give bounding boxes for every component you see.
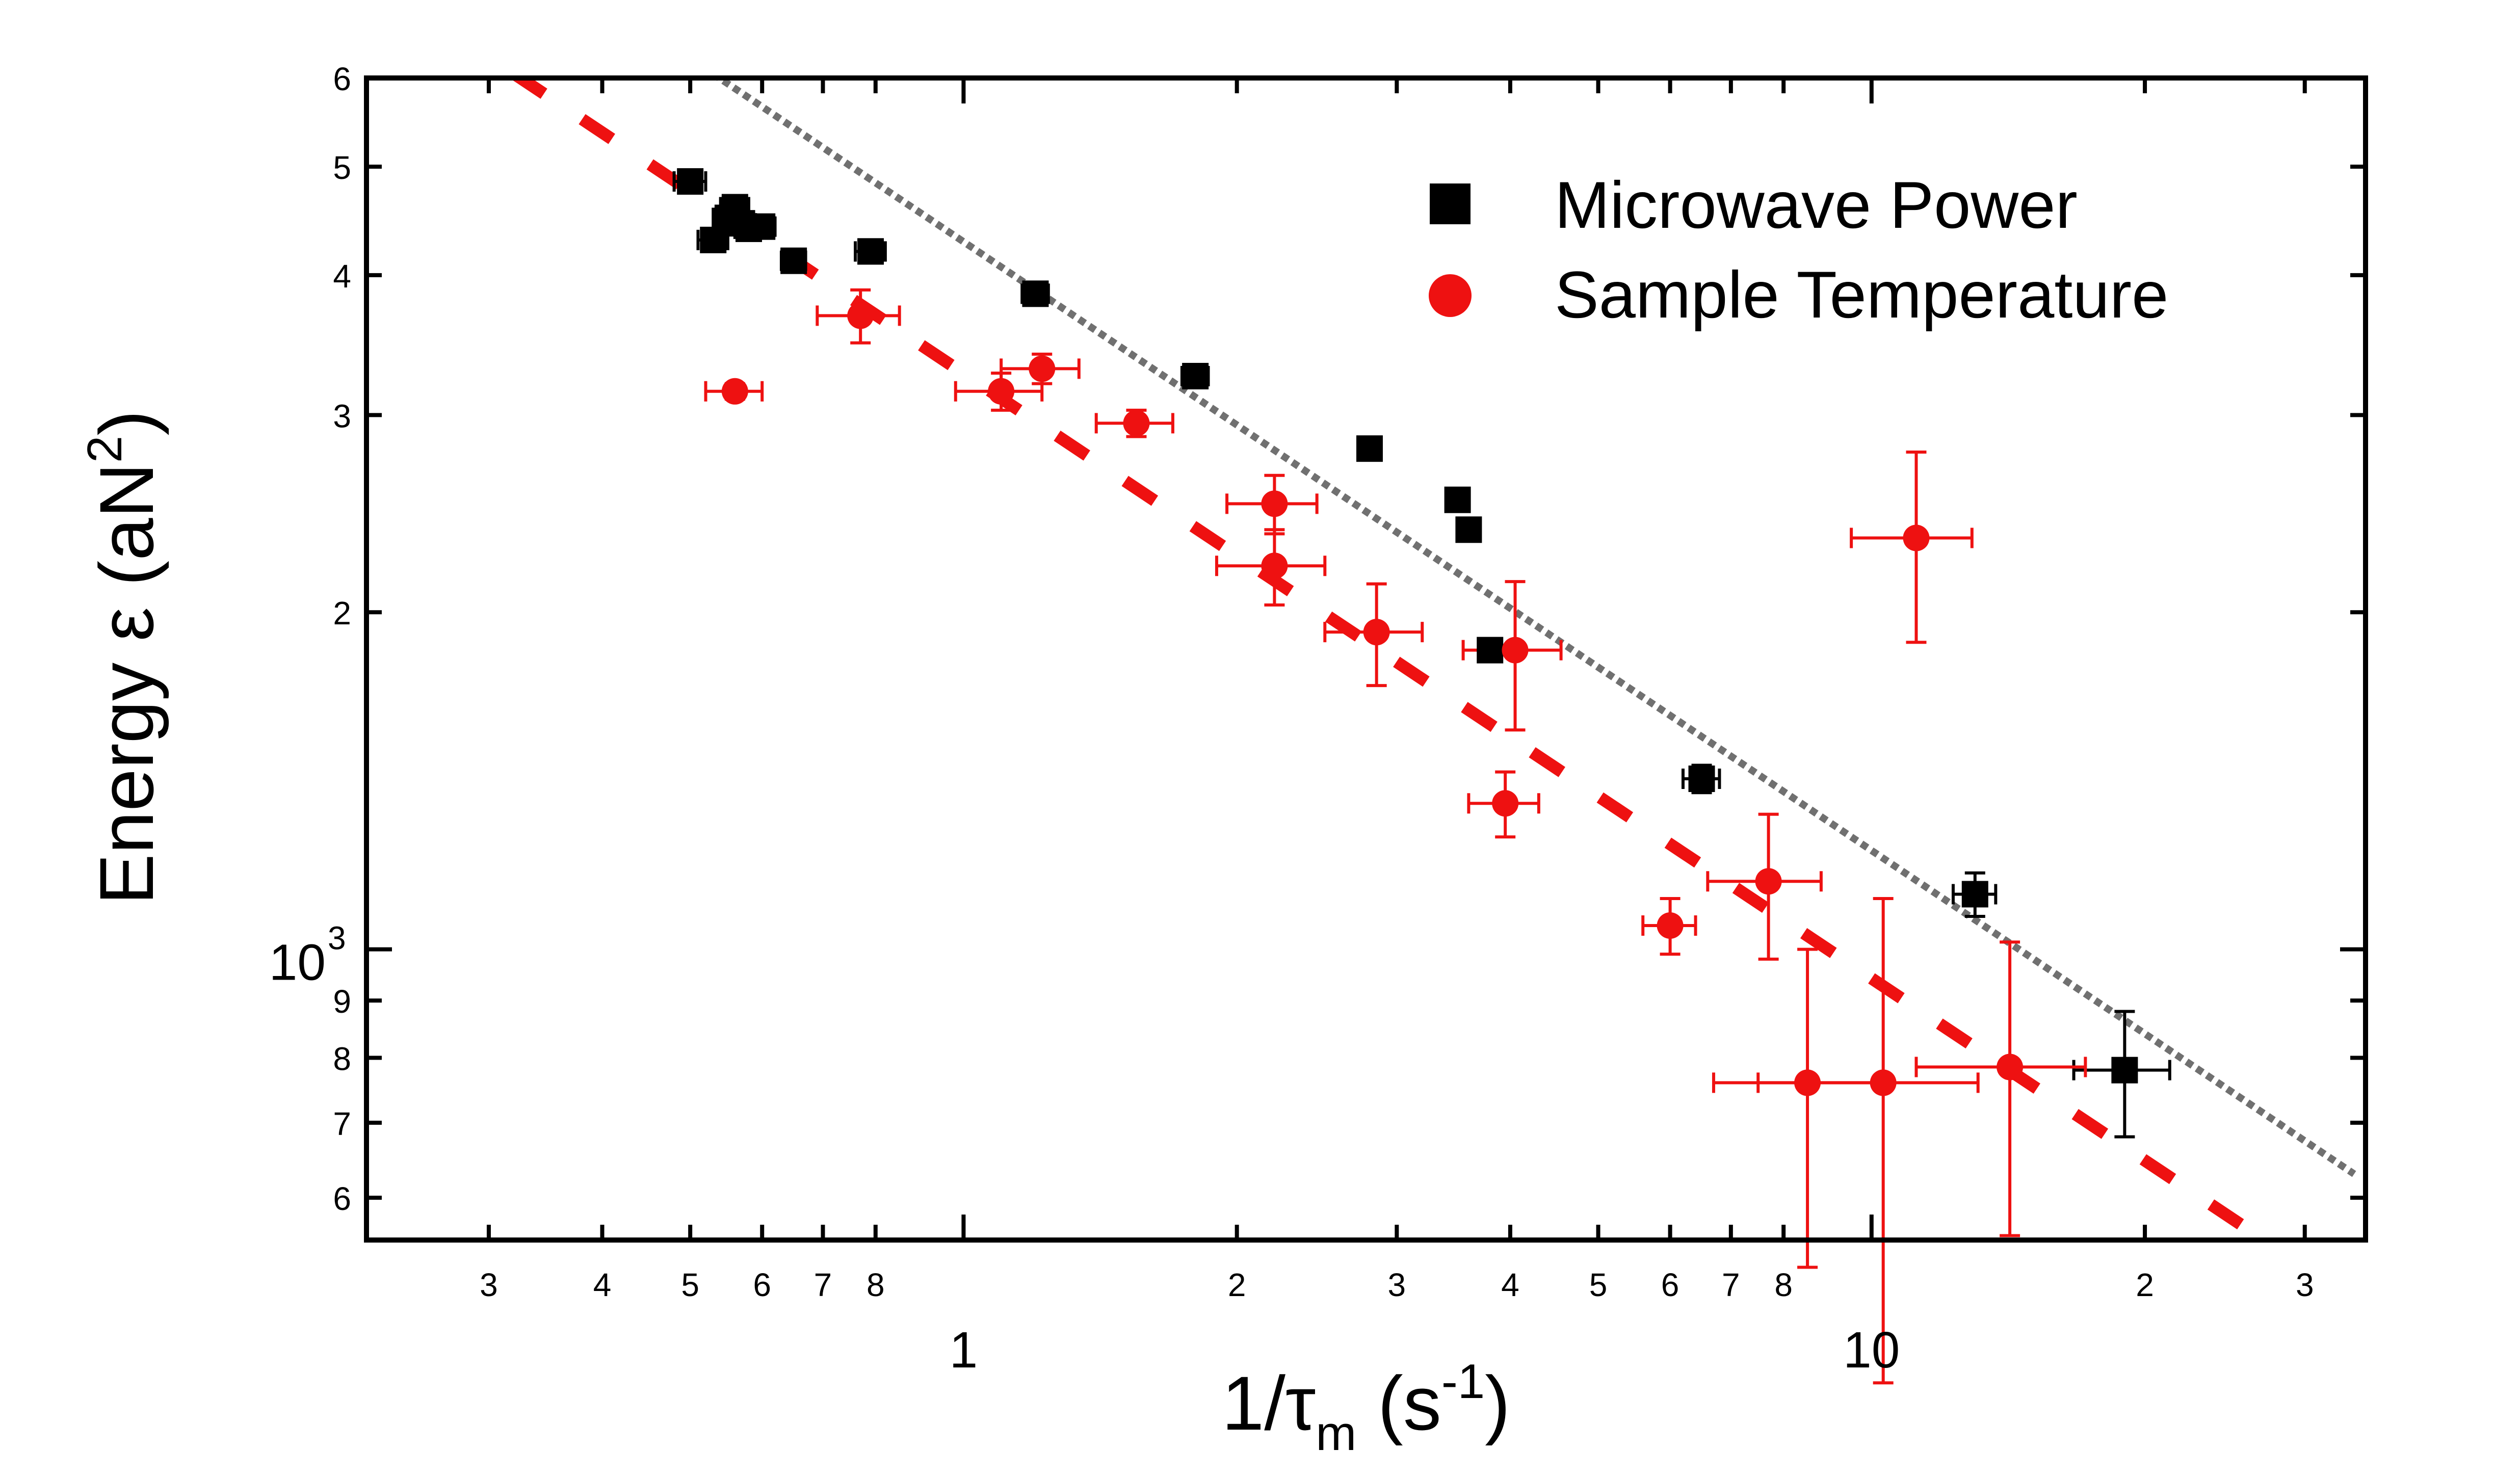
- x-tick-label: 4: [1501, 1267, 1519, 1303]
- fit-lines: [511, 78, 2356, 1240]
- x-tick-label: 6: [753, 1267, 771, 1303]
- microwave-power-point: [1688, 766, 1715, 793]
- x-decade-label: 1: [950, 1322, 978, 1379]
- legend-label-sample-temperature: Sample Temperature: [1555, 257, 2168, 332]
- sample-temperature-point: [1029, 355, 1056, 382]
- legend-circle-icon: [1429, 274, 1472, 317]
- y-tick-label: 5: [333, 149, 351, 186]
- sample-temperature-point: [1261, 490, 1288, 517]
- x-tick-label: 8: [1774, 1267, 1793, 1303]
- legend-square-icon: [1430, 183, 1471, 224]
- sample-temperature-point: [1502, 637, 1529, 664]
- x-tick-label: 5: [1589, 1267, 1608, 1303]
- microwave-power-point: [1022, 280, 1049, 307]
- sample-temperature-point: [1657, 912, 1684, 939]
- x-tick-label: 4: [593, 1267, 612, 1303]
- sample-temperature-point: [1492, 790, 1519, 817]
- x-decade-label: 10: [1843, 1322, 1900, 1379]
- sample-temperature-point: [1794, 1069, 1821, 1096]
- x-tick-label: 5: [681, 1267, 699, 1303]
- temperature-error-bar: [1712, 947, 1885, 1269]
- sample-temperature-point: [1997, 1053, 2024, 1080]
- y-tick-label: 8: [333, 1040, 351, 1077]
- dashed-fit-line: [511, 78, 2275, 1240]
- microwave-power-point: [749, 213, 776, 240]
- microwave-power-point: [1477, 637, 1504, 664]
- y-tick-label: 3: [333, 398, 351, 434]
- microwave-power-point: [677, 168, 704, 195]
- x-tick-label: 8: [867, 1267, 885, 1303]
- y-tick-label: 6: [333, 61, 351, 97]
- y-tick-label: 7: [333, 1105, 351, 1142]
- sample-temperature-point: [1870, 1069, 1897, 1096]
- x-tick-label: 2: [1228, 1267, 1246, 1303]
- microwave-power-point: [700, 226, 727, 253]
- microwave-power-point: [2111, 1057, 2138, 1084]
- sample-temperature-point: [847, 302, 874, 329]
- microwave-power-point: [1444, 486, 1471, 513]
- y-axis-title: Energy ε (aN2): [77, 410, 169, 905]
- sample-temperature-point: [1903, 524, 1930, 551]
- sample-temperature-point: [1123, 410, 1150, 437]
- x-tick-label: 6: [1661, 1267, 1679, 1303]
- y-tick-label: 9: [333, 983, 351, 1020]
- legend: Microwave Power Sample Temperature: [1429, 168, 2168, 332]
- microwave-power-point: [1356, 435, 1383, 462]
- x-tick-label: 7: [1722, 1267, 1740, 1303]
- microwave-power-point: [1455, 516, 1482, 543]
- dotted-fit-line: [713, 78, 2356, 1177]
- x-axis-title: 1/τm (s-1): [1222, 1354, 1510, 1461]
- sample-temperature-point: [721, 378, 748, 405]
- x-tick-label: 3: [2296, 1267, 2314, 1303]
- x-tick-label: 3: [480, 1267, 498, 1303]
- microwave-power-point: [1182, 362, 1209, 389]
- sample-temperature-point: [1755, 868, 1782, 895]
- microwave-power-point: [1961, 881, 1988, 908]
- y-decade-label: 10: [269, 934, 326, 991]
- legend-label-microwave-power: Microwave Power: [1555, 168, 2078, 242]
- x-tick-label: 2: [2136, 1267, 2154, 1303]
- sample-temperature-point: [1261, 552, 1288, 579]
- microwave-power-point: [857, 238, 884, 265]
- y-tick-label: 2: [333, 595, 351, 631]
- x-tick-label: 3: [1388, 1267, 1406, 1303]
- x-tick-label: 7: [814, 1267, 832, 1303]
- plot-frame: [364, 75, 2368, 1243]
- y-decade-exponent: 3: [328, 920, 346, 957]
- sample-temperature-point: [988, 378, 1015, 405]
- y-tick-label: 4: [333, 258, 351, 295]
- microwave-power-point: [780, 247, 807, 274]
- data-markers: [677, 168, 2138, 1096]
- sample-temperature-point: [1363, 619, 1390, 646]
- y-tick-label: 6: [333, 1180, 351, 1217]
